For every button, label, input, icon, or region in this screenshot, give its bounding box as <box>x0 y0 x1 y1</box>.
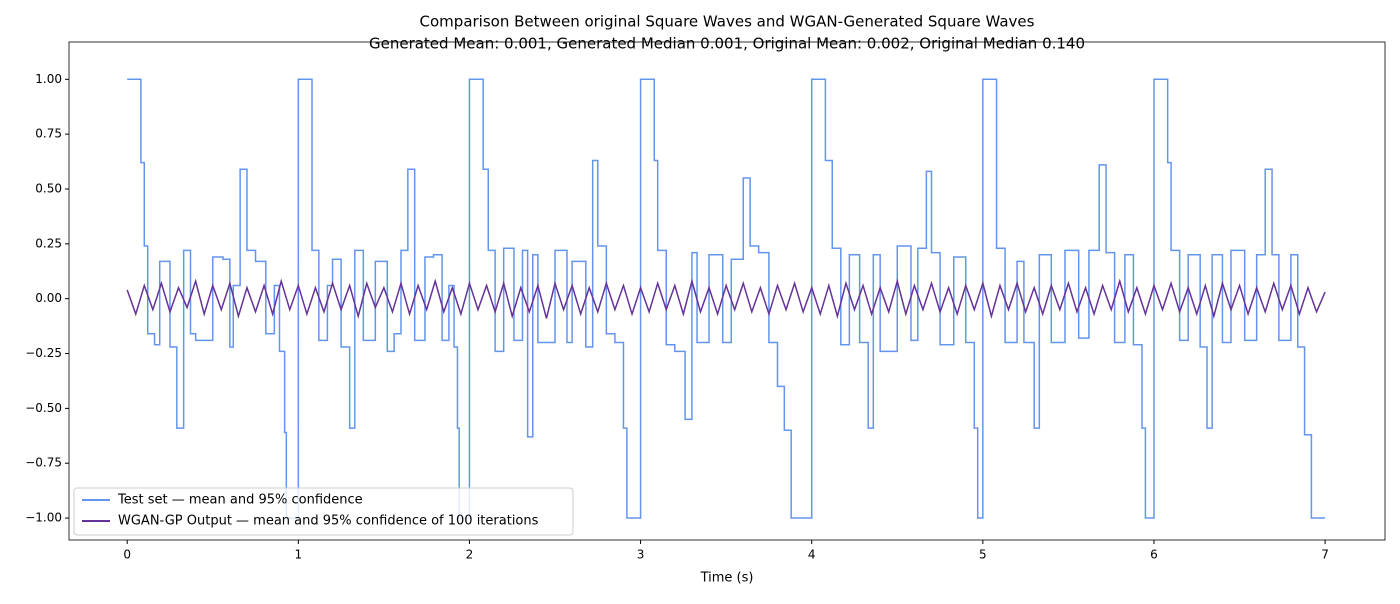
legend-label: Test set — mean and 95% confidence <box>117 493 363 508</box>
legend-label: WGAN-GP Output — mean and 95% confidence… <box>118 514 539 529</box>
x-tick-label: 6 <box>1150 548 1158 562</box>
plot-frame <box>68 41 1386 541</box>
y-tick-label: 1.00 <box>35 72 62 86</box>
x-tick-label: 5 <box>979 548 987 562</box>
x-tick-label: 3 <box>637 548 645 562</box>
y-tick-label: −0.75 <box>25 456 62 470</box>
legend-box <box>73 487 574 536</box>
series-line <box>126 278 1326 320</box>
x-tick-label: 2 <box>466 548 474 562</box>
legend: Test set — mean and 95% confidence WGAN-G… <box>73 487 574 536</box>
series-line <box>127 78 1326 519</box>
y-tick-label: −0.50 <box>25 401 62 415</box>
chart-subtitle: Generated Mean: 0.001, Generated Median … <box>369 35 1085 53</box>
y-tick-label: 0.75 <box>35 127 62 141</box>
x-axis-label: Time (s) <box>700 571 754 586</box>
y-tick-label: −0.25 <box>25 346 62 360</box>
y-tick-label: 0.25 <box>35 236 62 250</box>
y-tick-label: −1.00 <box>25 511 62 525</box>
y-tick-label: 0.50 <box>35 181 62 195</box>
x-tick-label: 1 <box>294 548 302 562</box>
y-tick-label: 0.00 <box>35 291 62 305</box>
x-tick-label: 4 <box>808 548 816 562</box>
x-tick-label: 0 <box>123 548 131 562</box>
chart-title: Comparison Between original Square Waves… <box>420 13 1035 31</box>
x-tick-label: 7 <box>1321 548 1329 562</box>
